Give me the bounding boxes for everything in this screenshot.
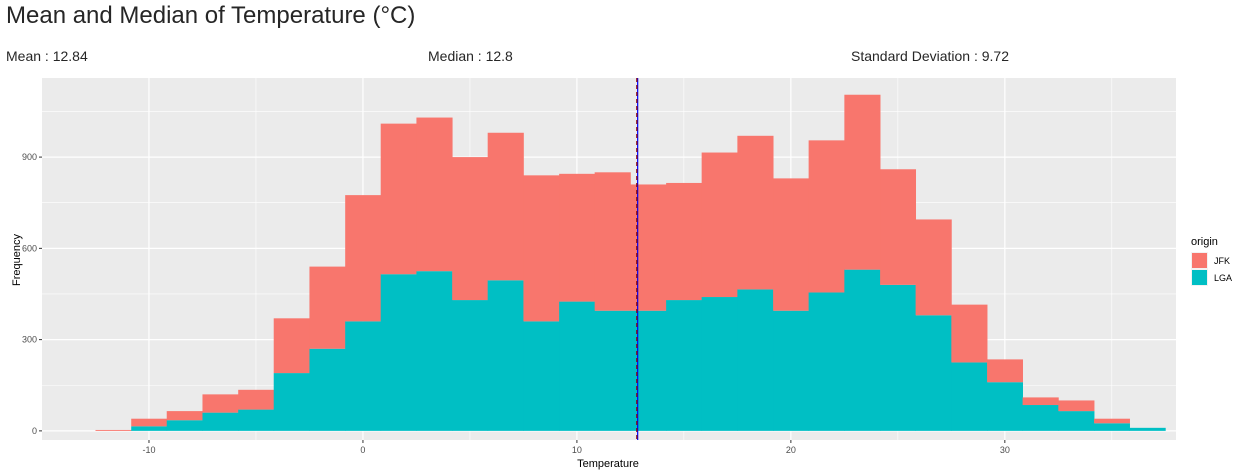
y-tick-label: 900: [22, 152, 37, 162]
bar-jfk: [773, 178, 810, 311]
bar-jfk: [701, 152, 738, 298]
bar-lga: [380, 274, 417, 431]
bar-lga: [309, 348, 346, 431]
legend-swatch-lga: [1192, 270, 1207, 285]
x-tick-label: 0: [360, 445, 365, 455]
bar-lga: [737, 289, 774, 431]
y-tick-label: 0: [32, 426, 37, 436]
legend: origin JFK LGA: [1191, 236, 1232, 286]
bar-lga: [559, 301, 596, 431]
bar-jfk: [95, 429, 132, 431]
bar-lga: [630, 310, 667, 431]
chart-title: Mean and Median of Temperature (°C): [6, 2, 416, 29]
bar-lga: [523, 321, 560, 431]
bar-jfk: [559, 173, 596, 302]
bar-lga: [666, 300, 703, 431]
bar-jfk: [238, 389, 275, 410]
bar-jfk: [523, 175, 560, 322]
legend-label-jfk: JFK: [1214, 256, 1230, 266]
bar-lga: [487, 280, 524, 431]
y-axis-label: Frequency: [11, 234, 23, 286]
bar-jfk: [345, 195, 382, 322]
bar-jfk: [202, 394, 239, 413]
bar-lga: [1094, 423, 1130, 431]
bar-jfk: [416, 117, 453, 272]
bar-jfk: [131, 418, 168, 427]
legend-label-lga: LGA: [1214, 273, 1232, 283]
std-dev-stat: Standard Deviation : 9.72: [851, 48, 1009, 64]
bar-jfk: [808, 140, 845, 293]
bar-jfk: [380, 123, 417, 275]
reference-lines: [636, 78, 639, 440]
bars: [95, 94, 1166, 431]
x-axis-ticks: -10 0 10 20 30: [142, 440, 1010, 455]
y-tick-label: 300: [22, 335, 37, 345]
legend-swatch-jfk: [1192, 253, 1207, 268]
bar-lga: [880, 284, 917, 431]
bar-jfk: [273, 318, 310, 374]
bar-lga: [1129, 427, 1166, 431]
bar-lga: [452, 300, 489, 431]
bar-jfk: [915, 219, 952, 316]
bar-jfk: [630, 184, 667, 311]
bar-lga: [202, 412, 239, 431]
x-tick-label: 30: [1000, 445, 1010, 455]
bar-lga: [844, 269, 881, 431]
bar-jfk: [987, 359, 1023, 383]
bar-jfk: [1094, 418, 1130, 424]
bar-lga: [131, 426, 168, 431]
bar-jfk: [452, 157, 489, 301]
x-tick-label: -10: [142, 445, 155, 455]
bar-lga: [345, 321, 382, 431]
legend-title: origin: [1191, 236, 1218, 248]
bar-lga: [273, 373, 310, 431]
y-tick-label: 600: [22, 243, 37, 253]
bar-jfk: [666, 182, 703, 301]
bar-jfk: [880, 169, 917, 285]
bar-jfk: [844, 94, 881, 270]
bar-lga: [166, 420, 203, 431]
bar-lga: [808, 292, 845, 431]
bar-lga: [416, 271, 453, 431]
bar-jfk: [594, 172, 631, 311]
x-tick-label: 20: [786, 445, 796, 455]
bar-lga: [1058, 411, 1095, 431]
bar-jfk: [737, 135, 774, 290]
bar-lga: [987, 382, 1023, 431]
bar-lga: [915, 315, 952, 431]
bar-jfk: [951, 304, 988, 363]
median-stat: Median : 12.8: [428, 48, 513, 64]
x-tick-label: 10: [572, 445, 582, 455]
bar-lga: [594, 310, 631, 431]
mean-stat: Mean : 12.84: [6, 48, 88, 64]
y-axis-ticks: 0 300 600 900: [22, 152, 42, 436]
bar-jfk: [487, 132, 524, 281]
bar-lga: [951, 362, 988, 431]
bar-lga: [773, 310, 810, 431]
bar-lga: [238, 409, 275, 431]
bar-jfk: [309, 266, 346, 349]
bar-jfk: [1058, 400, 1095, 412]
x-axis-label: Temperature: [577, 458, 639, 470]
bar-jfk: [1022, 397, 1059, 406]
bar-jfk: [166, 411, 203, 421]
bar-lga: [701, 297, 738, 431]
bar-lga: [1022, 405, 1059, 431]
